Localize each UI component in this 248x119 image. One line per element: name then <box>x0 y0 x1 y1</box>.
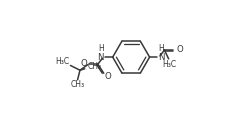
Text: N: N <box>97 53 104 62</box>
Text: H₃C: H₃C <box>162 60 176 69</box>
Text: O: O <box>80 59 87 68</box>
Text: CH₃: CH₃ <box>88 62 102 71</box>
Text: H: H <box>158 44 164 53</box>
Text: O: O <box>105 72 112 81</box>
Text: H: H <box>98 44 104 53</box>
Text: O: O <box>176 45 183 55</box>
Text: N: N <box>158 53 165 62</box>
Text: CH₃: CH₃ <box>70 80 85 89</box>
Text: H₃C: H₃C <box>55 57 69 66</box>
